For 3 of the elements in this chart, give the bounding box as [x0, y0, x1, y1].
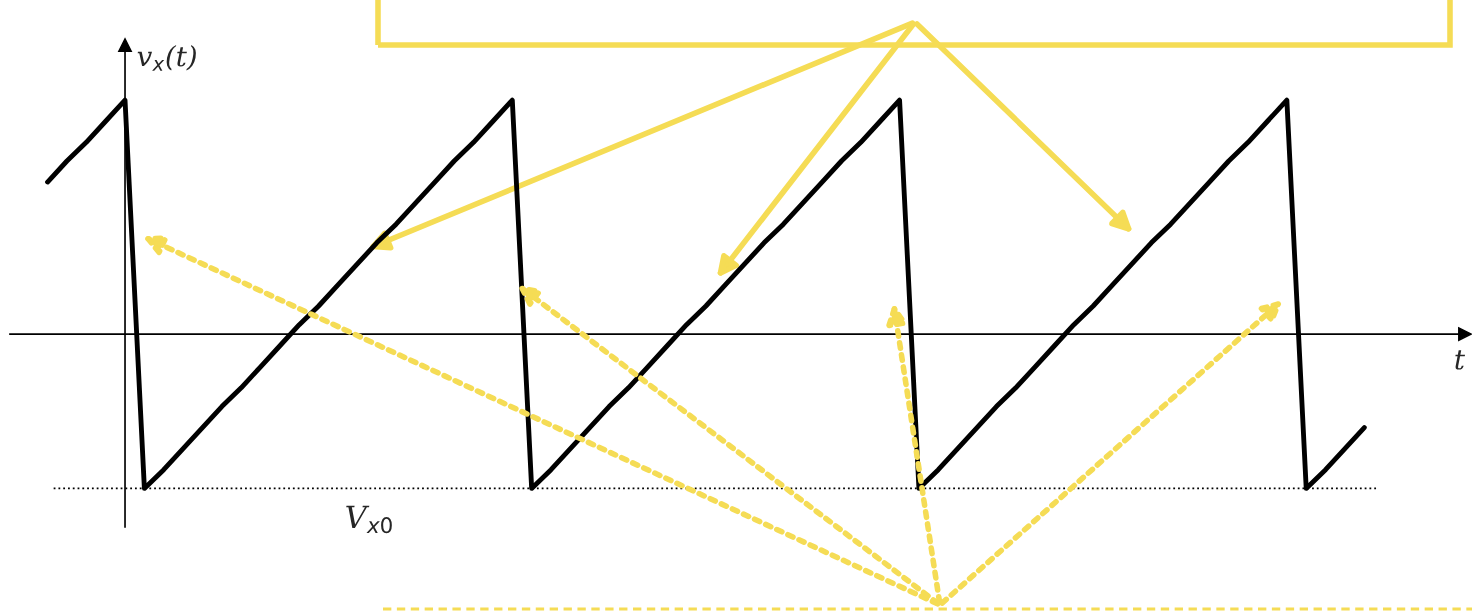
y-axis-title: v$_{x}$(t) — [137, 45, 196, 71]
x-axis-title: t — [1455, 350, 1466, 370]
ref-line-label: V$_{x0}$ — [346, 505, 392, 534]
